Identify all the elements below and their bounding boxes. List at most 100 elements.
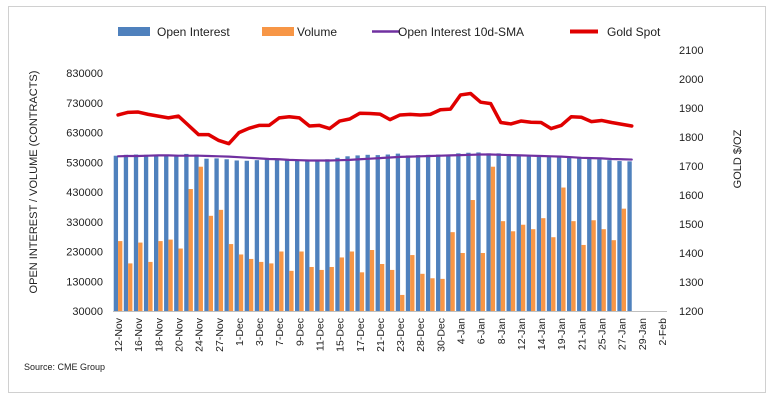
- open-interest-bar: [335, 157, 340, 311]
- open-interest-bar: [506, 154, 511, 311]
- volume-bar: [500, 221, 506, 311]
- open-interest-bar: [375, 155, 380, 311]
- open-interest-bar: [123, 154, 129, 311]
- volume-bar: [228, 244, 234, 311]
- x-tick-label: 19-Jan: [556, 318, 568, 350]
- volume-bar: [611, 240, 616, 311]
- legend-label: Volume: [297, 25, 337, 39]
- y-left-tick-label: 630000: [66, 128, 103, 140]
- open-interest-bar: [587, 158, 592, 311]
- x-tick-label: 23-Dec: [395, 318, 407, 352]
- volume-bar: [148, 261, 153, 311]
- volume-bar: [450, 232, 455, 311]
- y-left-tick-label: 330000: [66, 217, 103, 229]
- volume-bar: [480, 252, 485, 311]
- volume-bar: [430, 278, 435, 311]
- open-interest-bar: [204, 158, 209, 311]
- x-tick-label: 14-Jan: [536, 318, 548, 350]
- open-interest-bar: [224, 159, 229, 311]
- open-interest-bar: [264, 159, 270, 311]
- open-interest-bar: [174, 155, 179, 311]
- y-axis-left: 830000 730000 630000 530000 430000 330000 2300…: [66, 68, 103, 318]
- volume-bar: [551, 237, 556, 311]
- y-left-tick-label: 830000: [66, 68, 103, 80]
- volume-bar: [208, 215, 214, 311]
- volume-bar: [178, 248, 183, 311]
- volume-bar: [601, 229, 606, 311]
- x-tick-label: 18-Nov: [153, 317, 165, 352]
- open-interest-bar: [234, 160, 239, 311]
- open-interest-bar: [154, 155, 159, 311]
- open-interest-bar: [617, 161, 622, 311]
- x-tick-label: 7-Dec: [274, 318, 286, 346]
- volume-bar: [621, 208, 626, 311]
- legend-label: Open Interest: [157, 25, 230, 39]
- x-tick-label: 28-Dec: [415, 318, 427, 352]
- open-interest-bar: [345, 156, 350, 311]
- volume-bar: [490, 166, 496, 311]
- open-interest-bar: [536, 156, 542, 311]
- volume-bar: [329, 266, 334, 311]
- open-interest-bar: [295, 160, 300, 311]
- open-interest-bar: [143, 154, 149, 311]
- open-interest-bar: [113, 155, 119, 311]
- legend-swatch: [118, 27, 150, 36]
- x-tick-label: 12-Nov: [113, 317, 125, 352]
- open-interest-bar: [244, 160, 249, 311]
- volume-bar: [510, 231, 516, 311]
- volume-bar: [118, 241, 123, 311]
- legend-label: Gold Spot: [607, 25, 661, 39]
- x-tick-label: 30-Dec: [435, 318, 447, 352]
- volume-bar: [218, 209, 224, 311]
- x-tick-label: 21-Dec: [375, 318, 387, 352]
- open-interest-bar: [566, 157, 572, 311]
- x-tick-label: 12-Jan: [516, 318, 528, 350]
- volume-bar: [369, 250, 375, 311]
- volume-bar: [400, 294, 405, 311]
- volume-bar: [541, 218, 546, 311]
- volume-bar: [390, 269, 395, 311]
- open-interest-bar: [546, 156, 552, 311]
- y-right-tick-label: 1700: [679, 161, 703, 173]
- y-right-tick-label: 1400: [679, 248, 703, 260]
- x-tick-label: 11-Dec: [314, 318, 326, 351]
- open-interest-bar: [385, 154, 390, 311]
- volume-bar: [531, 229, 536, 311]
- x-tick-label: 8-Jan: [496, 318, 508, 344]
- open-interest-bar: [315, 160, 320, 311]
- open-interest-bar: [214, 158, 219, 311]
- volume-bar: [279, 251, 284, 311]
- open-interest-bar: [325, 159, 330, 311]
- open-interest-bar: [577, 158, 582, 311]
- y-axis-left-label: OPEN INTEREST / VOLUME (CONTRACTS): [28, 71, 40, 294]
- volume-bar: [581, 244, 586, 311]
- open-interest-bar: [274, 159, 280, 311]
- open-interest-bar: [526, 156, 532, 311]
- volume-bar: [460, 252, 465, 311]
- x-tick-label: 16-Nov: [133, 317, 145, 352]
- x-tick-label: 25-Jan: [597, 318, 609, 350]
- volume-bar: [440, 278, 445, 311]
- open-interest-bar: [395, 153, 401, 311]
- x-tick-label: 15-Dec: [335, 318, 347, 352]
- open-interest-bar: [446, 154, 451, 311]
- volume-bar: [299, 251, 304, 311]
- y-right-tick-label: 1500: [679, 219, 703, 231]
- open-interest-bars: [113, 152, 632, 311]
- volume-bars: [118, 166, 626, 311]
- y-left-tick-label: 530000: [66, 157, 103, 169]
- volume-bar: [128, 263, 133, 311]
- volume-bar: [269, 263, 274, 311]
- open-interest-bar: [516, 155, 521, 311]
- volume-bar: [188, 189, 193, 311]
- open-interest-bar: [556, 157, 562, 311]
- open-interest-bar: [305, 160, 310, 311]
- y-left-tick-label: 130000: [66, 276, 103, 288]
- volume-bar: [248, 258, 254, 311]
- y-right-tick-label: 1600: [679, 190, 703, 202]
- open-interest-bar: [486, 153, 491, 311]
- volume-bar: [591, 220, 596, 311]
- x-tick-label: 27-Jan: [617, 318, 629, 350]
- volume-bar: [339, 257, 344, 311]
